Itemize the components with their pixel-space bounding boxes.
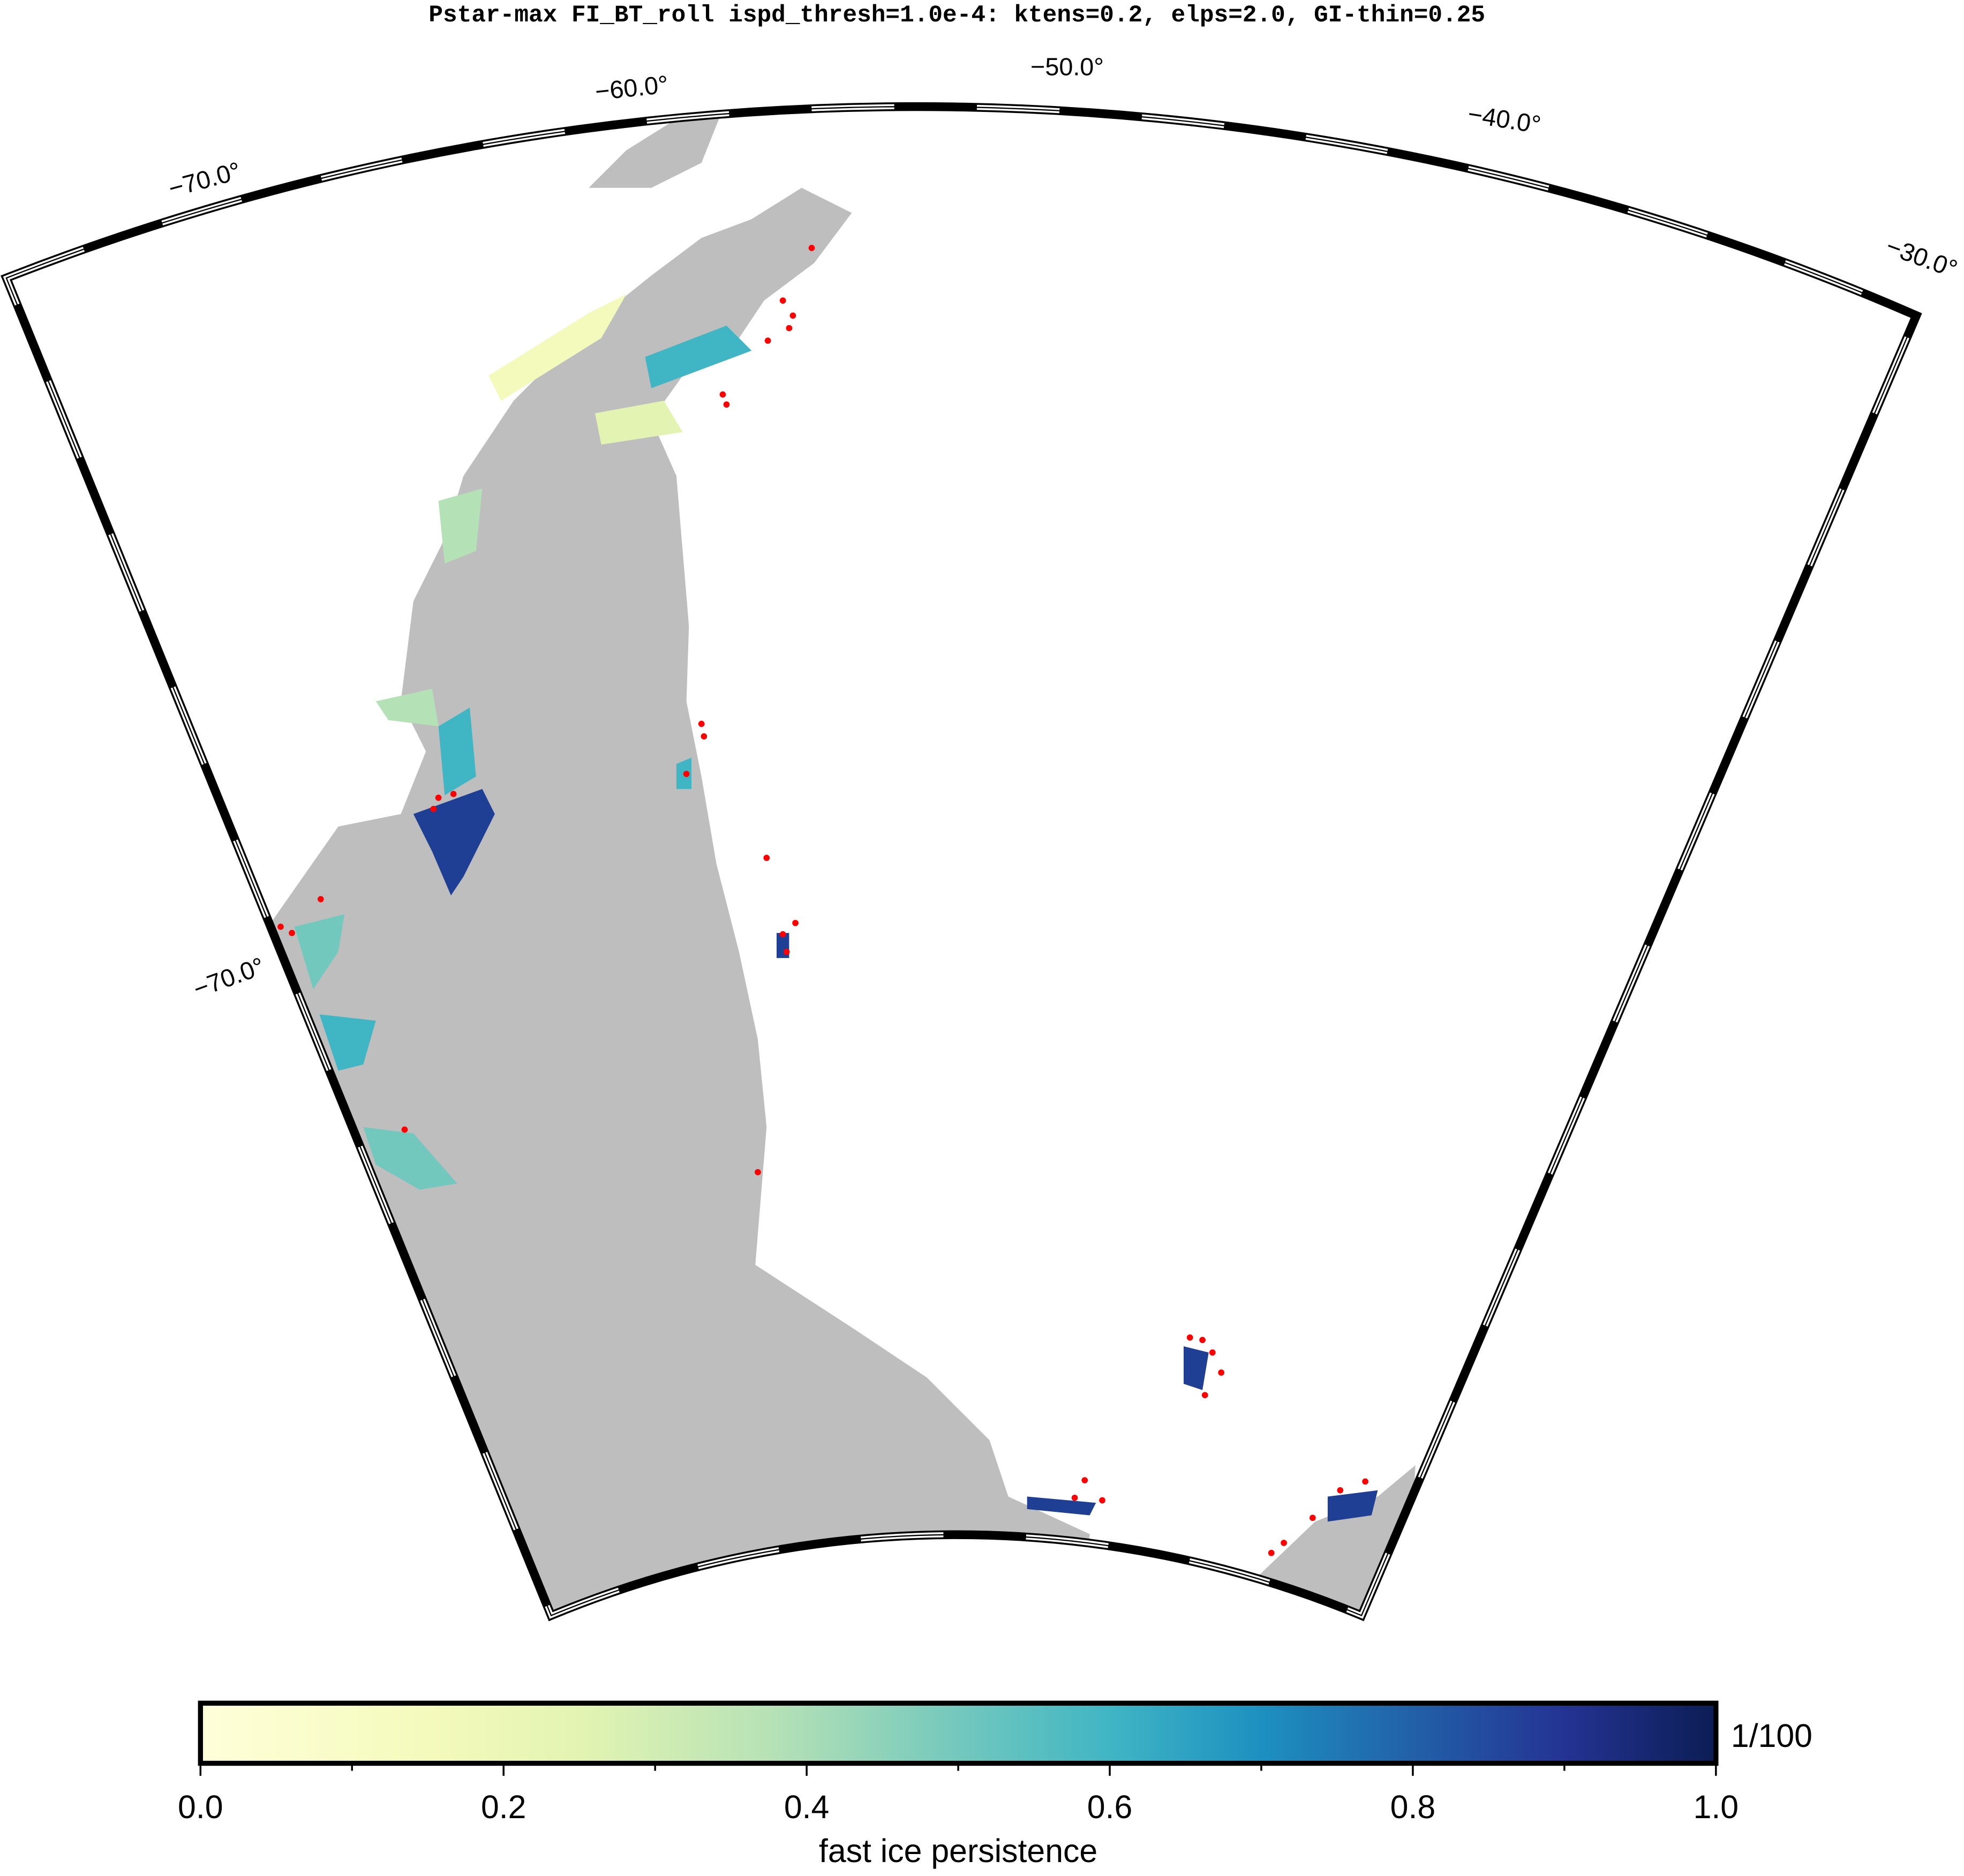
colorbar-tick-label: 1.0 bbox=[1694, 1789, 1739, 1825]
colorbar-tick-label: 0.4 bbox=[784, 1789, 830, 1825]
colorbar-scale bbox=[198, 1700, 1719, 1766]
fast-ice bbox=[294, 294, 1378, 1522]
colorbar-tick-label: 0.2 bbox=[481, 1789, 526, 1825]
colorbar: 1/100 fast ice persistence 0.0 0.2 0.4 0.6 0… bbox=[178, 1700, 1812, 1869]
map-area bbox=[250, 107, 1416, 1616]
grounded-icebergs bbox=[277, 245, 1368, 1556]
land bbox=[589, 107, 727, 188]
longitude-label: −60.0° bbox=[594, 70, 670, 106]
colorbar-tick-label: 0.8 bbox=[1390, 1789, 1436, 1825]
title: Pstar-max FI_BT_roll ispd_thresh=1.0e-4:… bbox=[428, 2, 1485, 29]
longitude-label: −30.0° bbox=[1883, 232, 1961, 283]
colorbar-unit: 1/100 bbox=[1731, 1717, 1812, 1754]
latitude-label: −70.0° bbox=[190, 952, 268, 1003]
longitude-label: −50.0° bbox=[1030, 52, 1104, 80]
map-frame bbox=[1, 102, 1922, 1622]
longitude-label: −70.0° bbox=[165, 156, 244, 202]
colorbar-tick-label: 0.0 bbox=[178, 1789, 223, 1825]
colorbar-label: fast ice persistence bbox=[819, 1833, 1097, 1869]
colorbar-tick-label: 0.6 bbox=[1087, 1789, 1132, 1825]
land bbox=[250, 187, 1090, 1616]
longitude-label: −40.0° bbox=[1466, 100, 1542, 139]
